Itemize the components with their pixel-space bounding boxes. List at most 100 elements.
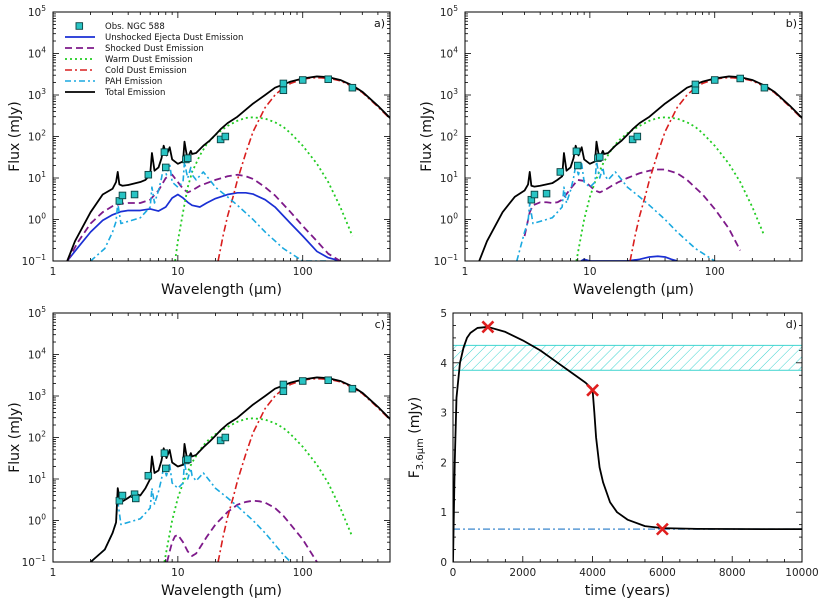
y-tick-label: 104 xyxy=(28,347,46,362)
y-tick-base: 10 xyxy=(440,132,453,144)
legend-entry-cold: Cold Dust Emission xyxy=(65,66,187,76)
series-line-cold xyxy=(217,76,390,261)
x-tick-label: 10 xyxy=(583,266,596,278)
plot-area xyxy=(478,74,802,261)
y-tick-exponent: 3 xyxy=(41,87,46,96)
legend-entry-warm: Warm Dust Emission xyxy=(65,55,193,65)
obs-point xyxy=(348,83,357,92)
y-tick-label: 4 xyxy=(440,358,447,370)
y-tick-exponent: 0 xyxy=(453,212,458,221)
y-axis-label-main: Flux (mJy) xyxy=(419,101,435,172)
x-tick-label: 1 xyxy=(50,266,57,278)
series-line-warm xyxy=(174,116,354,261)
y-tick-base: 10 xyxy=(440,215,453,227)
x-tick-label: 10000 xyxy=(785,567,818,579)
obs-point xyxy=(162,163,170,172)
x-tick-label: 8000 xyxy=(719,567,746,579)
obs-point xyxy=(279,387,288,396)
x-axis-label: Wavelength (μm) xyxy=(161,583,282,599)
y-tick-label: 105 xyxy=(28,4,46,19)
legend-label: Cold Dust Emission xyxy=(105,66,187,76)
x-ticks xyxy=(52,313,391,562)
y-tick-base: 10 xyxy=(28,474,41,486)
obs-point xyxy=(279,79,288,88)
y-tick-base: 10 xyxy=(434,256,447,268)
series-line-shocked xyxy=(523,168,742,251)
cross-marker xyxy=(481,320,495,334)
y-tick-base: 10 xyxy=(28,173,41,185)
y-tick-label: 0 xyxy=(440,557,447,569)
series-line-cold xyxy=(217,377,390,562)
series-line-total xyxy=(89,376,390,562)
legend-label: Obs. NGC 588 xyxy=(105,22,165,32)
y-tick-label: 103 xyxy=(28,87,46,102)
obs-point xyxy=(221,433,230,442)
plot-area xyxy=(66,75,390,261)
y-ticks xyxy=(53,312,390,563)
y-tick-label: 3 xyxy=(440,408,447,420)
y-tick-base: 10 xyxy=(28,433,41,445)
cross-marker xyxy=(586,383,600,397)
obs-point xyxy=(160,449,169,457)
y-tick-exponent: −1 xyxy=(35,253,46,262)
plot-area xyxy=(453,320,802,562)
y-tick-exponent: 5 xyxy=(41,4,46,13)
y-tick-base: 10 xyxy=(440,90,453,102)
y-tick-base: 10 xyxy=(28,308,41,320)
obs-point xyxy=(595,153,604,161)
obs-point xyxy=(279,380,288,389)
series-line-cold xyxy=(629,76,802,261)
panel-label: c) xyxy=(375,318,385,331)
series-line-pah xyxy=(90,461,292,562)
panel-label: d) xyxy=(786,318,797,331)
y-tick-exponent: −1 xyxy=(35,554,46,563)
y-tick-exponent: 4 xyxy=(41,46,46,55)
y-tick-label: 102 xyxy=(28,430,46,445)
obs-point xyxy=(530,190,539,199)
x-tick-label: 1 xyxy=(50,567,57,579)
panel-label: b) xyxy=(786,17,797,30)
obs-point xyxy=(183,154,192,162)
y-ticks xyxy=(453,312,802,563)
y-tick-label: 10−1 xyxy=(22,554,47,569)
y-tick-label: 1 xyxy=(440,507,447,519)
y-axis-label: Flux (mJy) xyxy=(7,402,23,473)
y-tick-exponent: 2 xyxy=(41,129,46,138)
hatched-band xyxy=(453,344,802,371)
y-tick-exponent: 1 xyxy=(453,170,458,179)
y-tick-label: 101 xyxy=(28,170,46,185)
panel-label: a) xyxy=(374,17,385,30)
y-tick-label: 104 xyxy=(28,46,46,61)
series-line-unshocked xyxy=(580,255,678,261)
obs-point xyxy=(298,377,307,385)
x-ticks xyxy=(452,313,803,562)
x-tick-label: 100 xyxy=(293,567,313,579)
x-ticks xyxy=(52,12,391,261)
y-tick-label: 103 xyxy=(28,388,46,403)
legend-label: PAH Emission xyxy=(105,77,162,87)
y-tick-label: 5 xyxy=(440,308,447,320)
obs-point xyxy=(691,86,700,95)
legend-label: Total Emission xyxy=(104,88,165,98)
obs-point xyxy=(574,161,582,170)
y-tick-base: 10 xyxy=(440,7,453,19)
series-line-unshocked xyxy=(66,191,341,261)
y-tick-base: 10 xyxy=(28,49,41,61)
obs-point xyxy=(556,168,565,176)
obs-point xyxy=(118,491,127,500)
legend-label: Shocked Dust Emission xyxy=(105,44,204,54)
y-tick-label: 101 xyxy=(28,471,46,486)
y-tick-base: 10 xyxy=(28,132,41,144)
y-tick-label: 100 xyxy=(440,212,458,227)
y-axis-label-main: F xyxy=(407,470,423,478)
y-tick-label: 102 xyxy=(440,129,458,144)
obs-point xyxy=(130,190,139,199)
y-tick-exponent: 1 xyxy=(41,170,46,179)
obs-point xyxy=(710,76,719,84)
y-tick-base: 10 xyxy=(440,49,453,61)
y-axis-label-main: Flux (mJy) xyxy=(7,101,23,172)
cross-marker xyxy=(655,522,669,536)
